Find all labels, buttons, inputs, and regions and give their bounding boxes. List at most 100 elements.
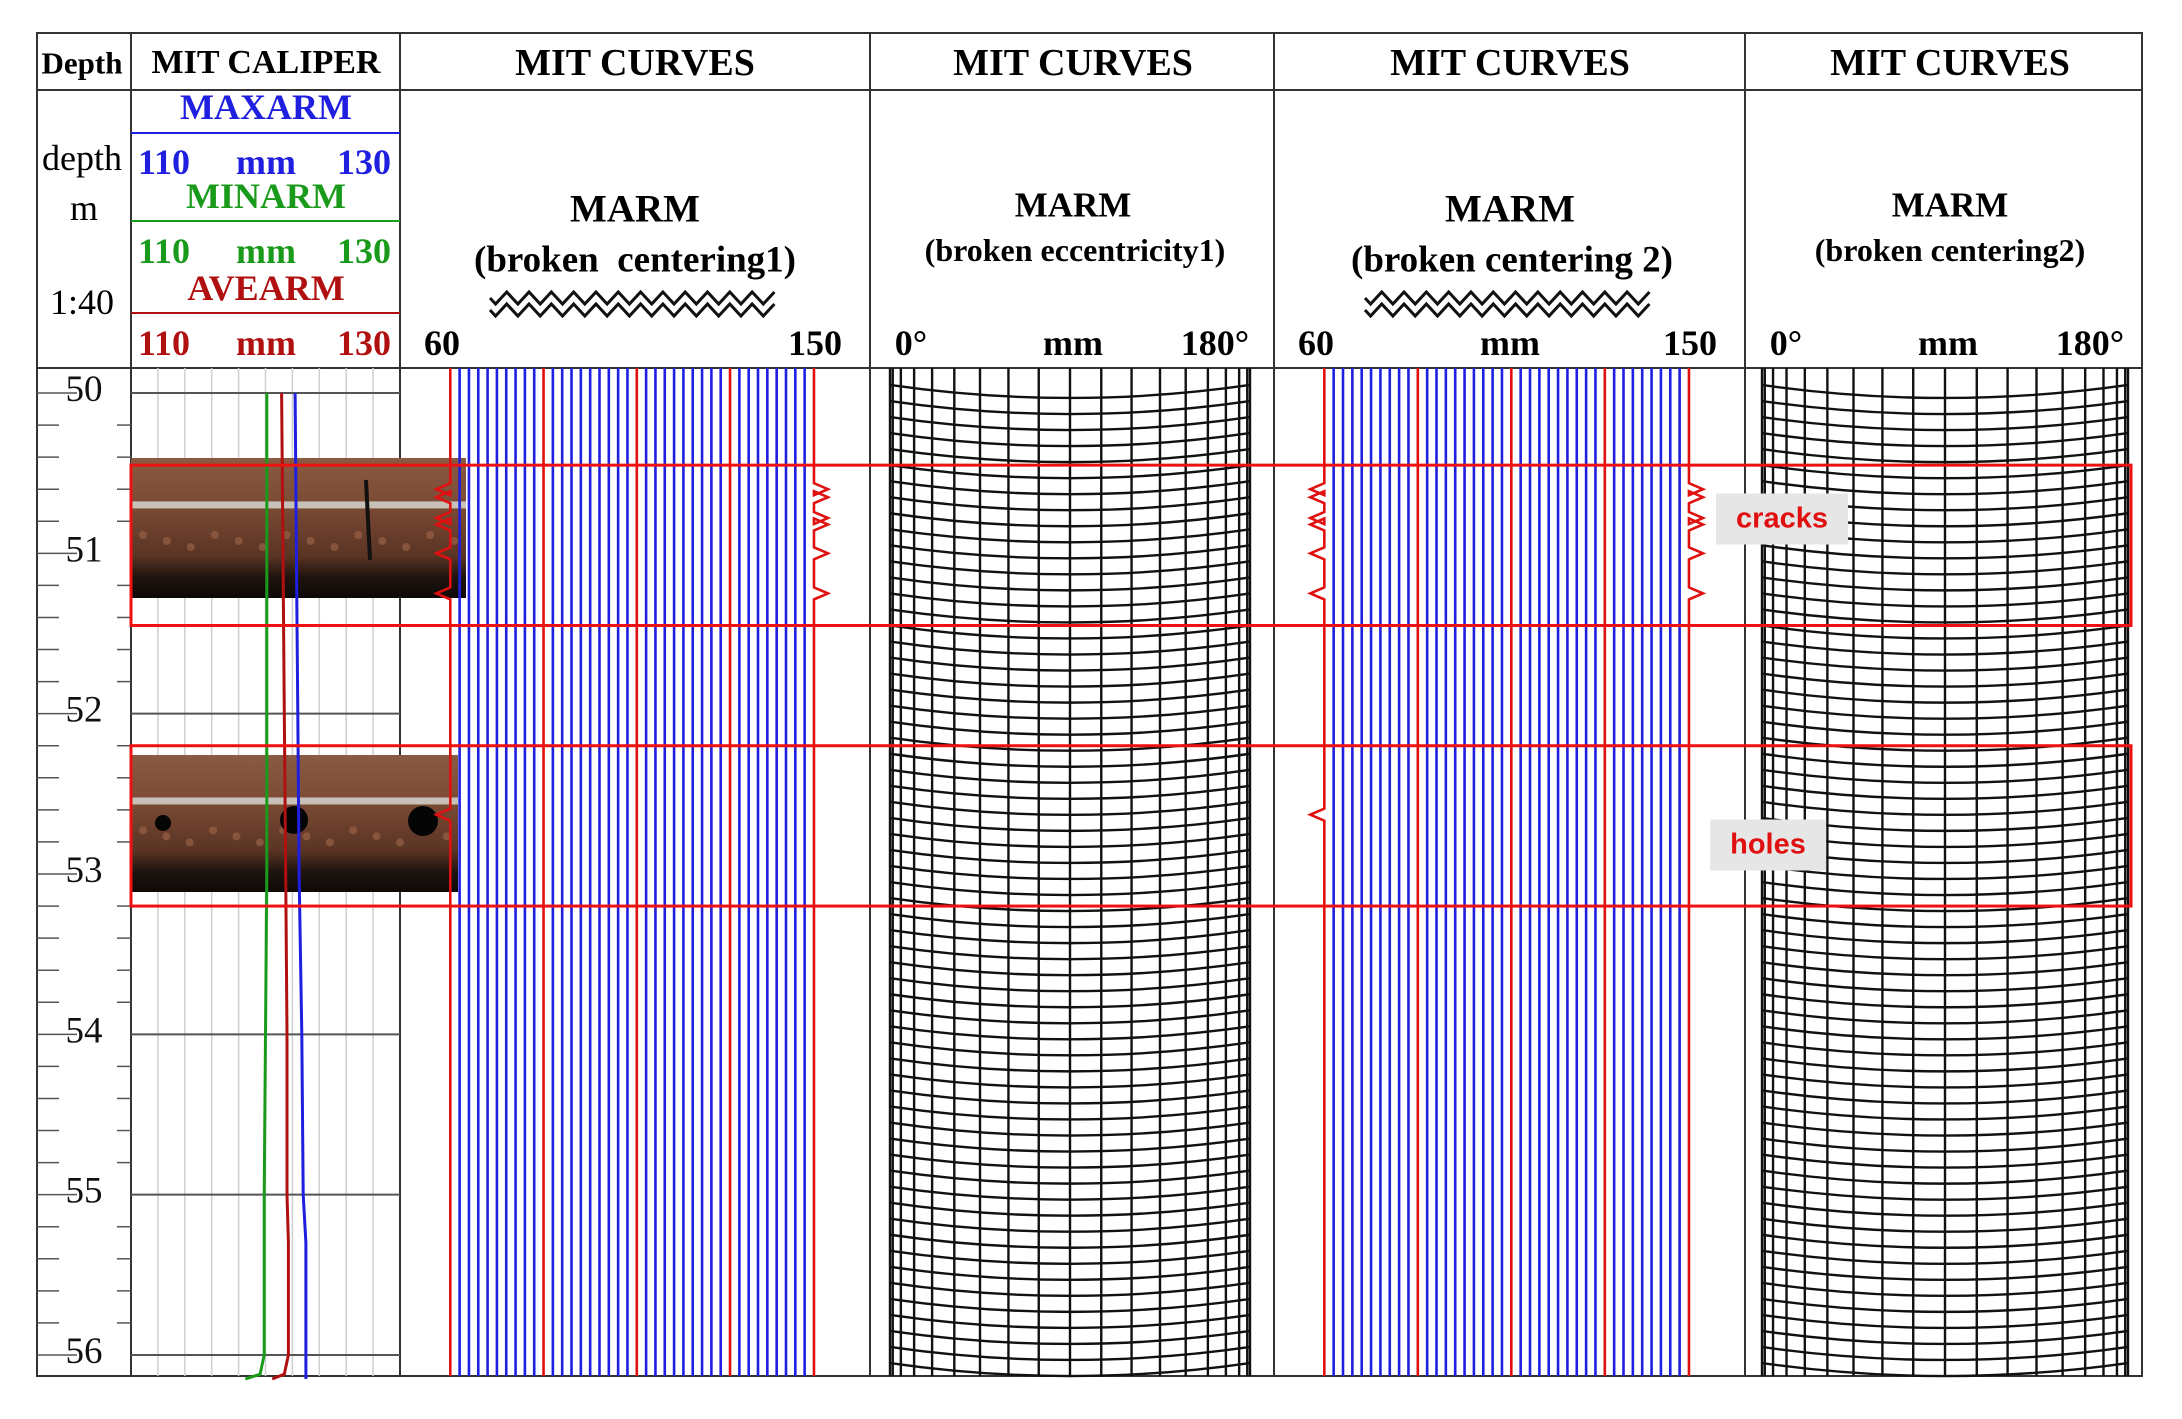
track-2-title: MARM [1014,185,1132,225]
cylinder-ring [889,560,1251,576]
cylinder-ring [889,880,1251,897]
depth-tick-label: 55 [66,1171,103,1212]
rust-speck [302,832,311,841]
hole-mark [280,806,308,834]
cylinder-ring [889,752,1251,768]
cylinder-ring [1761,784,2129,801]
cylinder-ring [1761,1249,2129,1265]
multi-arm-track-1 [432,368,832,1376]
cylinder-ring [889,463,1251,480]
cylinder-ring [1761,447,2129,464]
cylinder-ring [889,960,1251,977]
cylinder-ring [889,1057,1251,1073]
rust-speck [378,537,387,545]
arm-trace-red [812,368,832,1376]
cylinder-ring [1761,736,2129,752]
cylinder-ring [889,1217,1251,1233]
depth-unit-label: m [69,188,99,228]
cylinder-ring [889,1233,1251,1249]
depth-tick-label: 52 [66,690,103,731]
cylinder-ring [889,1345,1251,1362]
maxarm-scale-unit: mm [236,142,296,182]
cylinder-ring [1761,576,2129,592]
cylinder-ring [1761,1361,2129,1378]
cylinder-ring [1761,415,2129,432]
maxarm-scale-min: 110 [137,142,191,182]
cylinder-ring [889,928,1251,945]
cylinder-ring [889,977,1251,993]
cylinder-ring [889,1297,1251,1314]
cylinder-ring [1761,608,2129,624]
cylinder-ring [1761,688,2129,704]
measuring-tape [131,501,466,509]
rust-speck [330,543,339,551]
cylinder-ring [1761,800,2129,817]
depth-tick-label: 54 [66,1010,103,1051]
rust-speck [402,543,411,551]
depth-tick-label: 53 [66,850,103,891]
cylinder-ring [1761,928,2129,945]
pipe-body [131,458,466,598]
avearm-legend-name: AVEARM [187,268,345,308]
cylinder-ring [889,415,1251,432]
depth-tick-label: 51 [66,529,103,570]
maxarm-curve [293,392,308,1379]
cylinder-ring [1761,672,2129,688]
track-1-subtitle: (broken centering1) [474,239,796,281]
cracks-annotation-label: cracks [1716,493,1848,545]
track-2-scale-left: 0° [894,323,928,363]
cylinder-ring [889,816,1251,833]
break-icon [488,301,776,319]
cylinder-ring [889,479,1251,496]
minarm-scale-min: 110 [137,231,191,271]
rust-speck [162,537,171,545]
cylinder-ring [889,1185,1251,1201]
cylinder-ring [1761,1281,2129,1298]
cylinder-ring [889,784,1251,801]
minarm-curve [244,393,269,1381]
cylinder-ring [1761,720,2129,736]
cylinder-ring [1761,1201,2129,1217]
track-4-scale-unit: mm [1918,323,1978,363]
cylinder-ring [889,576,1251,592]
caliper-column-header: MIT CALIPER [151,44,381,81]
cylinder-ring [1761,1009,2129,1025]
curves-column-header-1: MIT CURVES [515,42,755,84]
cylinder-ring [889,512,1251,528]
hole-mark [155,815,171,831]
cylinder-ring [889,800,1251,817]
cylinder-ring [889,1089,1251,1105]
cylinder-ring [1761,977,2129,993]
cylinder-ring [889,768,1251,784]
rust-speck [162,832,171,841]
cylinder-ring [1761,768,2129,784]
cylinder-ring [889,736,1251,752]
rust-speck [186,543,195,551]
measuring-tape [131,797,458,805]
cylinder-ring [889,608,1251,624]
cylinder-ring [1761,479,2129,496]
rust-speck [232,832,241,841]
cylinder-ring [889,544,1251,560]
curves-column-header-2: MIT CURVES [953,42,1193,84]
cylinder-ring [1761,704,2129,720]
caliper-curves [244,392,308,1381]
cylinder-ring [889,528,1251,544]
hole-core-photo [131,755,458,892]
curves-column-header-3: MIT CURVES [1390,42,1630,84]
depth-scale-label: 1:40 [49,282,115,322]
rust-speck [282,531,291,539]
cylinder-ring [1761,640,2129,656]
cylinder-ring [1761,1057,2129,1073]
rust-speck [234,537,243,545]
rust-speck [306,537,315,545]
cylinder-ring [1761,1105,2129,1121]
arm-trace-red [432,368,452,1376]
break-icon [1363,301,1651,319]
cylinder-ring [1761,383,2129,400]
rust-speck [354,531,363,539]
cylinder-ring [889,864,1251,881]
maxarm-legend-name: MAXARM [180,87,352,127]
cylinder-ring [1761,912,2129,929]
crack-mark [364,479,372,561]
